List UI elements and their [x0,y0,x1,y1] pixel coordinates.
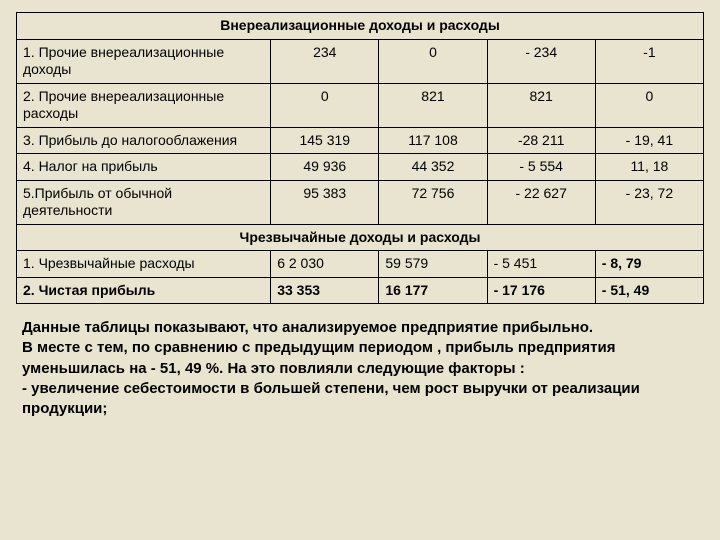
row-value: 59 579 [379,251,487,278]
row-label: 4. Налог на прибыль [17,154,271,181]
row-value: - 51, 49 [595,277,703,304]
row-value: 0 [379,39,487,83]
row-value: 6 2 030 [271,251,379,278]
row-label: 1. Прочие внереализационные доходы [17,39,271,83]
row-value: 0 [595,83,703,127]
table-row: 1. Чрезвычайные расходы6 2 03059 579- 5 … [17,251,704,278]
row-value: - 5 451 [487,251,595,278]
row-value: 117 108 [379,127,487,154]
row-value: -1 [595,39,703,83]
row-value: 16 177 [379,277,487,304]
row-label: 5.Прибыль от обычной деятельности [17,180,271,224]
header2: Чрезвычайные доходы и расходы [17,224,704,251]
row-value: 95 383 [271,180,379,224]
financial-table: Внереализационные доходы и расходы1. Про… [16,12,704,304]
row-value: - 19, 41 [595,127,703,154]
row-value: - 22 627 [487,180,595,224]
row-value: 821 [379,83,487,127]
row-value: - 17 176 [487,277,595,304]
row-label: 2. Чистая прибыль [17,277,271,304]
row-value: - 5 554 [487,154,595,181]
table-row: 2. Прочие внереализационные расходы08218… [17,83,704,127]
table-row: 4. Налог на прибыль49 93644 352- 5 55411… [17,154,704,181]
header1: Внереализационные доходы и расходы [17,13,704,40]
analysis-paragraph: Данные таблицы показывают, что анализиру… [0,304,720,419]
row-label: 3. Прибыль до налогооблажения [17,127,271,154]
row-value: 44 352 [379,154,487,181]
row-value: 145 319 [271,127,379,154]
table-row: 1. Прочие внереализационные доходы2340- … [17,39,704,83]
row-value: -28 211 [487,127,595,154]
row-value: - 8, 79 [595,251,703,278]
row-value: 234 [271,39,379,83]
table-container: Внереализационные доходы и расходы1. Про… [0,0,720,304]
table-row: 3. Прибыль до налогооблажения145 319117 … [17,127,704,154]
row-value: 72 756 [379,180,487,224]
row-label: 2. Прочие внереализационные расходы [17,83,271,127]
table-row: 5.Прибыль от обычной деятельности95 3837… [17,180,704,224]
table-row: 2. Чистая прибыль33 35316 177- 17 176- 5… [17,277,704,304]
row-value: 0 [271,83,379,127]
row-value: - 234 [487,39,595,83]
row-value: 49 936 [271,154,379,181]
row-value: - 23, 72 [595,180,703,224]
row-value: 33 353 [271,277,379,304]
row-value: 11, 18 [595,154,703,181]
row-value: 821 [487,83,595,127]
row-label: 1. Чрезвычайные расходы [17,251,271,278]
